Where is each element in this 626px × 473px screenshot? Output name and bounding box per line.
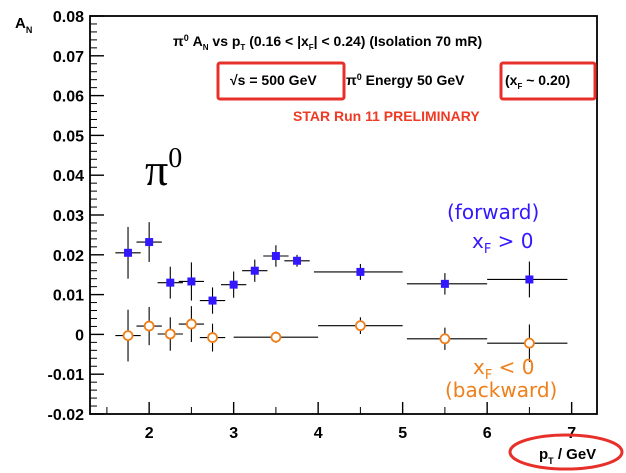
- ticks-layer: 0.08 0.07 0.06 0.05 0.04 0.03 0.02 0.01 0 -0.01 -0…: [48, 9, 577, 442]
- y-tick-label: 0.08: [53, 9, 84, 26]
- forward-point: [124, 248, 133, 257]
- xf-highlight-box: [499, 61, 597, 101]
- x-tick-label: 4: [314, 425, 323, 442]
- x-tick-label: 5: [398, 425, 407, 442]
- series-layer: [115, 222, 568, 362]
- forward-point: [145, 238, 154, 247]
- backward-point: [207, 332, 218, 343]
- forward-point: [187, 277, 196, 286]
- x-axis-label: pT / GeV: [539, 446, 596, 466]
- preliminary-label: STAR Run 11 PRELIMINARY: [293, 108, 480, 124]
- y-tick-label: 0.01: [53, 288, 84, 305]
- y-tick-label: 0.03: [53, 208, 84, 225]
- backward-condition: xF < 0: [473, 355, 535, 383]
- backward-point: [270, 331, 282, 343]
- y-tick-label: -0.02: [48, 407, 85, 424]
- x-tick-label: 6: [483, 425, 492, 442]
- forward-point: [166, 278, 175, 287]
- forward-point: [229, 280, 238, 289]
- backward-point: [185, 318, 197, 330]
- x-tick-label: 2: [145, 425, 154, 442]
- forward-point: [271, 251, 280, 260]
- x-tick-label: 3: [229, 425, 238, 442]
- forward-point: [525, 275, 534, 284]
- header-line-1: π0 AN vs pT (0.16 < |xF| < 0.24) (Isolat…: [173, 33, 482, 52]
- backward-point: [354, 320, 366, 332]
- forward-point: [250, 266, 259, 275]
- energy-highlight-box: [216, 61, 346, 101]
- y-tick-label: 0.06: [53, 89, 84, 106]
- backward-point: [143, 320, 155, 332]
- forward-point: [293, 256, 302, 265]
- x-axis-highlight-ellipse: [508, 433, 624, 471]
- x-tick-label: 7: [567, 425, 576, 442]
- y-tick-label: 0.07: [53, 49, 84, 66]
- y-tick-label: 0.04: [53, 168, 84, 185]
- y-tick-label: -0.01: [48, 367, 85, 384]
- forward-point: [440, 279, 449, 288]
- backward-point: [164, 328, 176, 340]
- forward-point: [208, 296, 217, 305]
- forward-condition: xF > 0: [472, 229, 534, 257]
- backward-point: [439, 333, 451, 345]
- y-tick-label: 0.05: [53, 128, 84, 145]
- backward-label: (backward): [445, 378, 557, 402]
- y-tick-label: 0.02: [53, 248, 84, 265]
- forward-label: (forward): [447, 200, 539, 224]
- energy-text: π0 Energy 50 GeV: [346, 72, 465, 88]
- forward-point: [356, 267, 365, 276]
- energy-box-text: √s = 500 GeV: [230, 72, 317, 88]
- backward-point: [122, 330, 134, 341]
- backward-point: [524, 337, 535, 349]
- y-tick-label: 0: [75, 327, 84, 344]
